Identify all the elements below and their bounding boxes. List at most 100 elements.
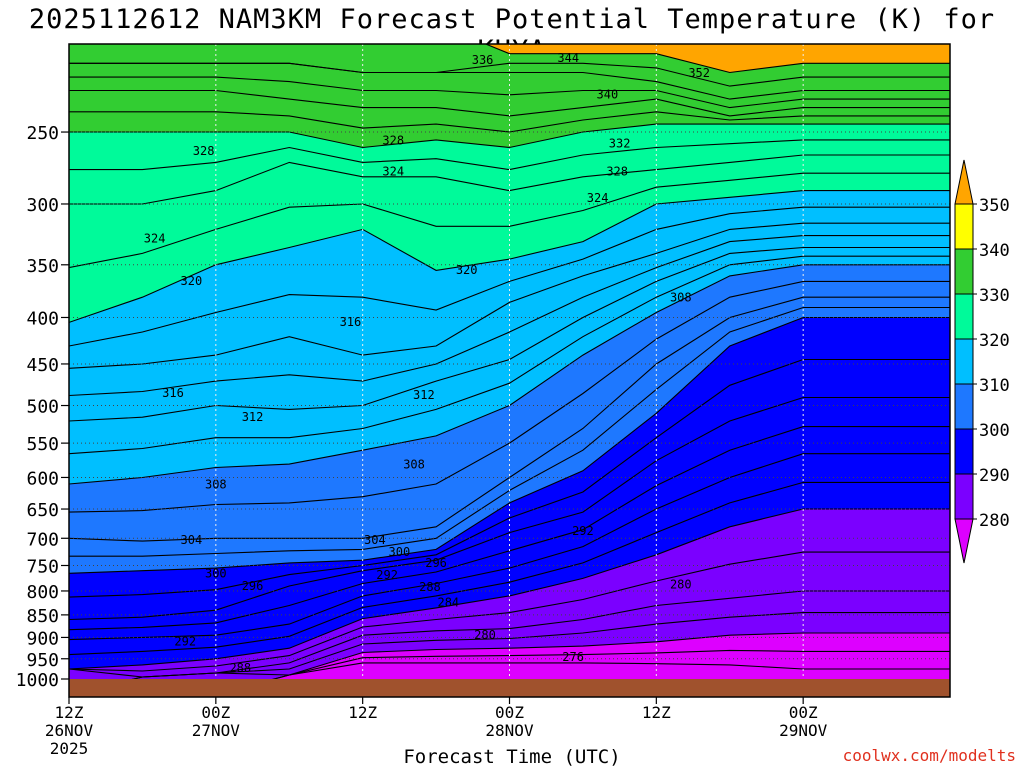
colorbar-label: 310 [979, 376, 1010, 396]
y-tick-label: 900 [26, 628, 59, 649]
contour-310 [69, 255, 950, 455]
colorbar-label: 280 [979, 511, 1010, 531]
colorbar-label: 300 [979, 421, 1010, 441]
colorbar-label: 340 [979, 241, 1010, 261]
contour-label: 276 [562, 650, 584, 664]
contour-label: 344 [557, 51, 579, 65]
colorbar: 350 340 330 320 310 300 290 280 [954, 159, 1010, 564]
contour-labels: 336 344 352 340 328 328 332 324 328 324 324 320 320 3… [144, 51, 710, 675]
contour-label: 284 [437, 596, 459, 610]
x-tick-label: 00Z [789, 703, 818, 722]
contour-322 [69, 172, 950, 269]
contour-label: 288 [419, 580, 441, 594]
contour-label: 316 [340, 315, 362, 329]
contour-label: 352 [688, 66, 710, 80]
contour-296 [69, 396, 950, 621]
contour-label: 328 [606, 165, 628, 179]
y-tick-label: 650 [26, 500, 59, 521]
contour-label: 324 [144, 231, 166, 245]
contour-290 [69, 481, 950, 656]
contour-340 [484, 44, 950, 74]
contour-294 [69, 426, 950, 631]
contour-302 [69, 306, 950, 557]
grid-lines [69, 44, 950, 679]
contour-338 [69, 62, 950, 87]
y-tick-label: 400 [26, 308, 59, 329]
y-tick-label: 700 [26, 529, 59, 550]
contour-328 [69, 123, 950, 149]
colorbar-top-arrow [954, 159, 974, 205]
contour-334 [69, 76, 950, 109]
contour-label: 312 [413, 388, 435, 402]
colorbar-bottom-arrow [954, 518, 974, 564]
contour-298 [69, 358, 950, 598]
contour-label: 304 [364, 533, 386, 547]
contour-326 [69, 139, 950, 171]
colorbar-segment-340-350 [954, 203, 974, 250]
contour-label: 292 [572, 524, 594, 538]
band-below-276 [325, 662, 950, 679]
contour-330 [69, 111, 950, 133]
contour-312 [69, 246, 950, 422]
contour-318 [69, 206, 950, 347]
contour-label: 292 [174, 634, 196, 648]
contour-label: 328 [193, 144, 215, 158]
credit-text: coolwx.com/modelts [842, 746, 1016, 765]
contour-label: 280 [670, 577, 692, 591]
contour-332 [69, 89, 950, 117]
contour-label: 336 [472, 53, 494, 67]
y-tick-label: 350 [26, 256, 59, 277]
contour-label: 316 [162, 386, 184, 400]
contour-label: 324 [382, 165, 404, 179]
y-tick-label: 450 [26, 355, 59, 376]
contour-276 [272, 662, 950, 679]
y-tick-label: 850 [26, 606, 59, 627]
contour-label: 320 [181, 274, 203, 288]
contour-label: 288 [229, 661, 251, 675]
contour-308 [69, 264, 950, 485]
x-tick-label: 12Z [55, 703, 84, 722]
contour-316 [69, 222, 950, 369]
y-tick-label: 600 [26, 468, 59, 489]
x-tick-date: 27NOV [192, 721, 241, 740]
contour-label: 332 [609, 136, 631, 150]
color-bands [69, 44, 950, 679]
contour-304 [69, 296, 950, 542]
y-tick-label: 750 [26, 556, 59, 577]
y-tick-label: 250 [26, 123, 59, 144]
contour-label: 308 [205, 477, 227, 491]
contour-320 [69, 190, 950, 323]
colorbar-label: 320 [979, 331, 1010, 351]
contour-label: 308 [403, 458, 425, 472]
x-tick-date: 26NOV [45, 721, 94, 740]
x-tick-date: 29NOV [779, 721, 828, 740]
colorbar-segment-320-330 [954, 293, 974, 340]
y-tick-label: 950 [26, 650, 59, 671]
y-tick-label: 550 [26, 434, 59, 455]
contour-324 [69, 154, 950, 205]
y-tick-label: 500 [26, 397, 59, 418]
colorbar-segment-300-310 [954, 383, 974, 430]
colorbar-label: 290 [979, 466, 1010, 486]
contour-label: 312 [242, 410, 264, 424]
colorbar-segment-280-290 [954, 473, 974, 520]
surface-strip [69, 679, 950, 697]
contour-label: 296 [425, 556, 447, 570]
contour-278 [272, 649, 950, 679]
contour-label: 280 [474, 628, 496, 642]
contour-292 [69, 453, 950, 641]
x-tick-year: 2025 [50, 739, 89, 758]
contour-label: 324 [587, 191, 609, 205]
y-tick-label: 1000 [16, 670, 59, 691]
colorbar-segment-330-340 [954, 248, 974, 295]
contour-label: 340 [597, 87, 619, 101]
y-tick-label: 800 [26, 582, 59, 603]
colorbar-segment-310-320 [954, 338, 974, 385]
x-tick-date: 28NOV [485, 721, 534, 740]
x-axis-title: Forecast Time (UTC) [403, 746, 621, 768]
contour-label: 300 [389, 545, 411, 559]
contour-label: 292 [376, 568, 398, 582]
colorbar-segment-290-300 [954, 428, 974, 475]
